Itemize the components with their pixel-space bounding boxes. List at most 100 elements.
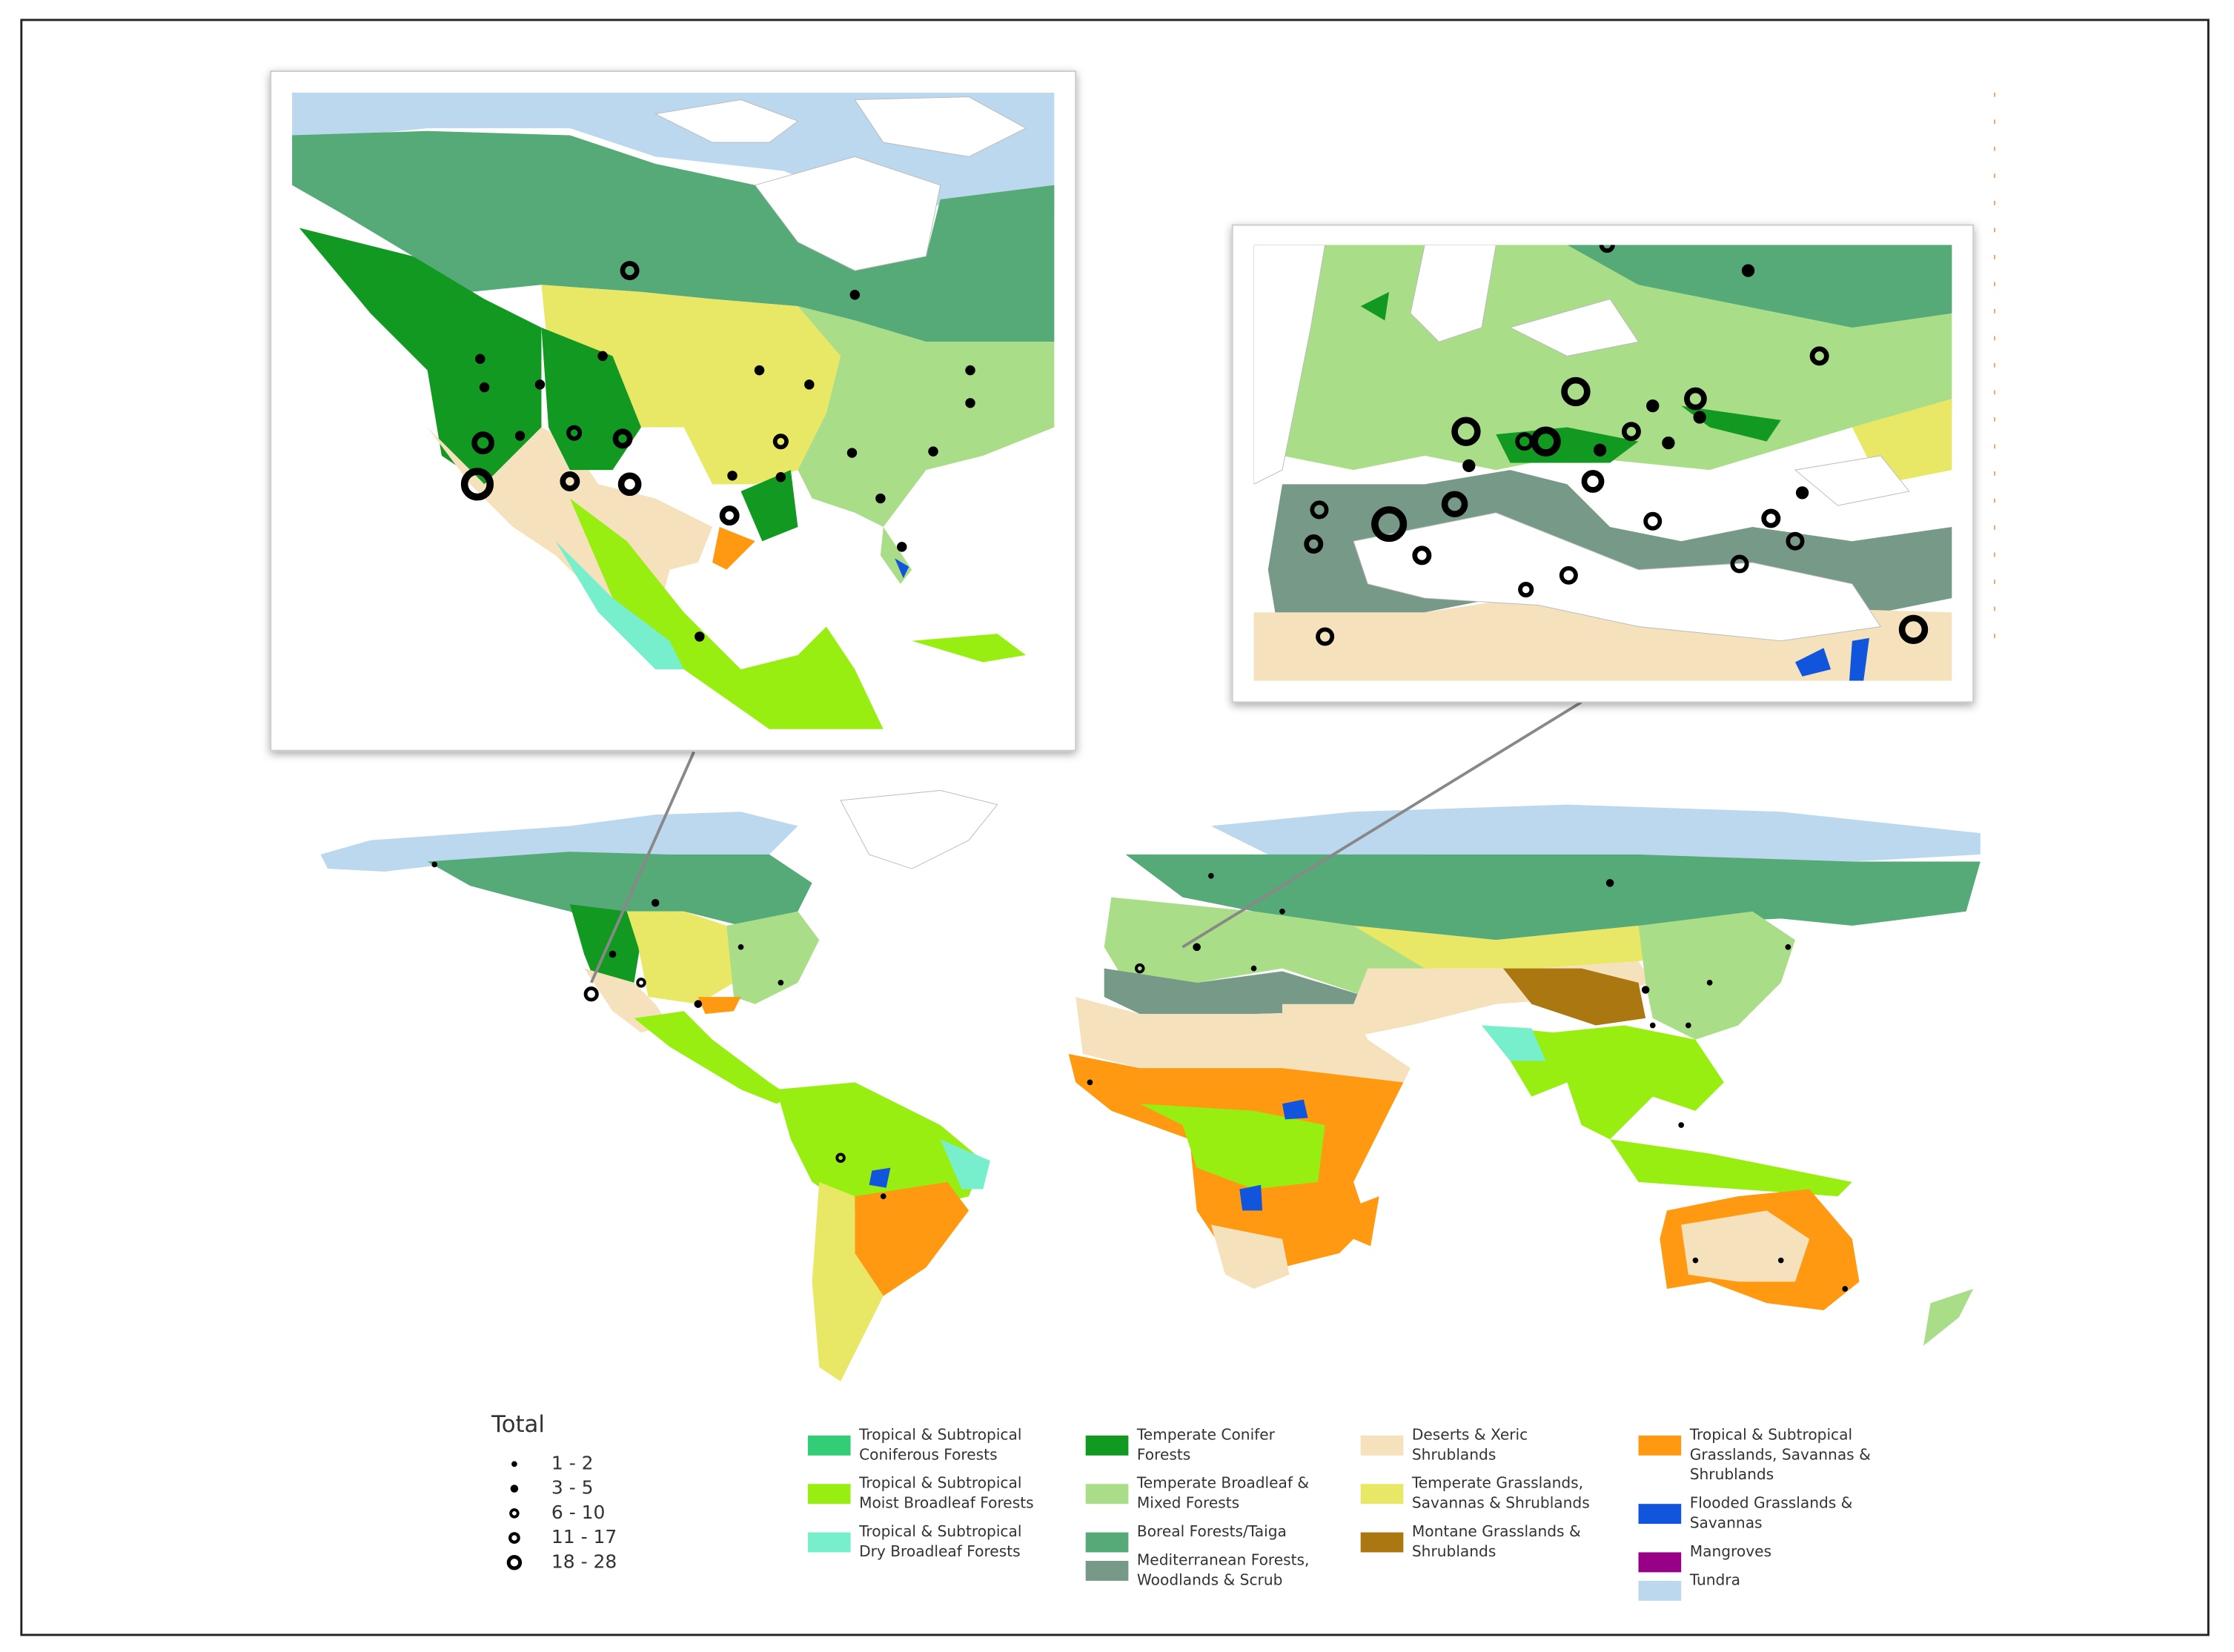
biome-area bbox=[1923, 1289, 1974, 1346]
legend-label: Grasslands, Savannas & bbox=[1690, 1445, 1871, 1463]
biome-area bbox=[1239, 1184, 1263, 1211]
site bbox=[1193, 943, 1201, 952]
legend-label: Mixed Forests bbox=[1137, 1494, 1239, 1512]
site bbox=[1641, 986, 1650, 994]
site bbox=[1684, 387, 1707, 411]
legend-swatch bbox=[807, 1435, 851, 1456]
biome-area bbox=[569, 498, 884, 729]
legend-swatch bbox=[1638, 1552, 1682, 1573]
legend-swatch bbox=[1085, 1484, 1129, 1505]
site bbox=[1581, 470, 1605, 493]
size-label: 11 - 17 bbox=[551, 1526, 617, 1547]
site bbox=[1761, 508, 1781, 528]
site bbox=[583, 986, 599, 1002]
site bbox=[1693, 411, 1706, 424]
biome-area bbox=[1353, 926, 1710, 969]
site bbox=[1730, 554, 1749, 574]
biome-area bbox=[654, 99, 799, 143]
biome-area bbox=[740, 470, 798, 542]
site bbox=[695, 631, 705, 642]
site bbox=[1412, 545, 1432, 565]
site bbox=[1842, 1286, 1849, 1292]
legend-label: Mangroves bbox=[1690, 1542, 1771, 1560]
site bbox=[1621, 422, 1641, 442]
site bbox=[1250, 965, 1257, 972]
biome-area bbox=[712, 526, 755, 570]
legend-label: Shrublands bbox=[1412, 1445, 1496, 1463]
site bbox=[651, 898, 660, 907]
legend-label: Temperate Grasslands, bbox=[1411, 1474, 1583, 1492]
biome-area bbox=[1075, 997, 1411, 1083]
legend-label: Tropical & Subtropical bbox=[1689, 1425, 1852, 1443]
biome-area bbox=[626, 911, 734, 1004]
legend-label: Montane Grasslands & bbox=[1412, 1522, 1581, 1540]
north-america-inset bbox=[292, 92, 1055, 729]
biome-area bbox=[1104, 897, 1439, 998]
site bbox=[1685, 1022, 1691, 1029]
legend-swatch bbox=[1638, 1580, 1682, 1601]
site bbox=[1809, 346, 1829, 366]
legend-swatch bbox=[1085, 1561, 1129, 1581]
site bbox=[514, 431, 526, 441]
connector bbox=[589, 751, 695, 983]
site bbox=[1785, 943, 1791, 950]
biome-area bbox=[854, 96, 1027, 157]
biome-area bbox=[776, 1082, 984, 1211]
site bbox=[1777, 1257, 1784, 1264]
site bbox=[1316, 627, 1335, 646]
legend-label: Moist Broadleaf Forests bbox=[859, 1494, 1034, 1512]
legend-label: Mediterranean Forests, bbox=[1137, 1551, 1310, 1569]
biome-area bbox=[940, 1139, 990, 1190]
site bbox=[880, 1193, 886, 1199]
site bbox=[1462, 459, 1476, 472]
europe-inset bbox=[1253, 245, 1952, 681]
size-label: 6 - 10 bbox=[551, 1502, 606, 1523]
biome-area bbox=[1253, 245, 1326, 485]
site bbox=[1593, 443, 1607, 457]
biome-area bbox=[697, 997, 741, 1015]
site bbox=[804, 379, 815, 390]
site bbox=[1561, 376, 1591, 407]
size-symbol bbox=[506, 1555, 523, 1570]
connector bbox=[1181, 700, 1582, 949]
site bbox=[1304, 534, 1324, 554]
legend-label: Tropical & Subtropical bbox=[858, 1522, 1021, 1540]
site bbox=[460, 468, 494, 501]
legend-label: Flooded Grasslands & bbox=[1690, 1494, 1853, 1512]
biome-area bbox=[798, 306, 1055, 527]
legend-label: Coniferous Forests bbox=[859, 1445, 998, 1463]
legend-label: Forests bbox=[1137, 1445, 1190, 1463]
size-label: 1 - 2 bbox=[551, 1452, 594, 1473]
size-symbol bbox=[511, 1461, 517, 1467]
biome-area bbox=[1360, 291, 1390, 321]
site bbox=[1279, 908, 1285, 915]
site bbox=[1310, 500, 1329, 520]
biome-area bbox=[1125, 854, 1981, 941]
site bbox=[1795, 486, 1809, 500]
site bbox=[835, 1152, 846, 1163]
site bbox=[1087, 1079, 1093, 1086]
biome-area bbox=[1794, 648, 1832, 677]
site bbox=[1649, 1022, 1656, 1029]
size-symbol bbox=[510, 1485, 519, 1493]
legend-label: Tundra bbox=[1689, 1570, 1740, 1588]
biome-area bbox=[754, 156, 941, 271]
site bbox=[560, 471, 580, 491]
site bbox=[1786, 531, 1805, 551]
site bbox=[609, 950, 617, 958]
site bbox=[479, 382, 490, 393]
site bbox=[1646, 399, 1660, 413]
biome-area bbox=[1638, 911, 1795, 1040]
biome-area bbox=[1794, 455, 1910, 506]
legend-label: Savannas bbox=[1690, 1514, 1763, 1532]
legend-label: Savannas & Shrublands bbox=[1412, 1494, 1590, 1512]
site bbox=[738, 943, 744, 950]
legend-swatch bbox=[1360, 1532, 1404, 1553]
site bbox=[612, 428, 633, 449]
legend: 1 - 2 3 - 5 6 - 10 11 - 17 18 - 28 Tropical &… bbox=[506, 1425, 1871, 1601]
site bbox=[875, 493, 886, 504]
biome-area bbox=[1104, 968, 1368, 1015]
site bbox=[1371, 506, 1408, 543]
biome-area bbox=[1332, 285, 1411, 392]
